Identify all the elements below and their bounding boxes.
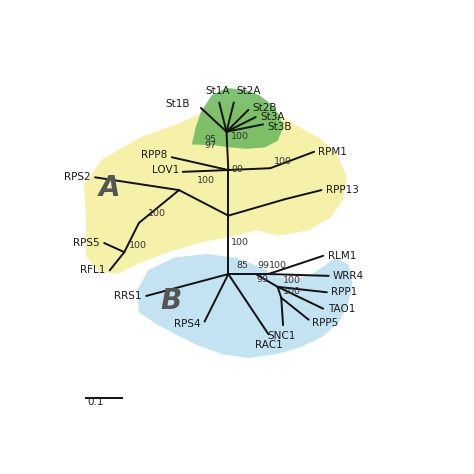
Text: TAO1: TAO1 xyxy=(328,304,355,314)
Text: RPS4: RPS4 xyxy=(173,319,200,329)
Text: St2B: St2B xyxy=(253,102,277,113)
Text: RFL1: RFL1 xyxy=(80,265,105,275)
Polygon shape xyxy=(137,254,352,358)
Text: St3A: St3A xyxy=(260,112,284,122)
Text: RLM1: RLM1 xyxy=(328,251,356,261)
Text: RRS1: RRS1 xyxy=(114,291,142,301)
Text: 95: 95 xyxy=(205,135,217,144)
Text: 100: 100 xyxy=(231,238,249,247)
Text: 100: 100 xyxy=(269,261,287,270)
Text: 99: 99 xyxy=(256,275,268,284)
Text: 100: 100 xyxy=(197,176,215,185)
Text: 100: 100 xyxy=(231,132,249,141)
Text: 99: 99 xyxy=(257,261,270,270)
Text: RAC1: RAC1 xyxy=(255,340,283,350)
Polygon shape xyxy=(192,88,283,149)
Text: RPM1: RPM1 xyxy=(319,147,347,157)
Text: 100: 100 xyxy=(148,209,166,218)
Text: WRR4: WRR4 xyxy=(333,271,364,281)
Text: RPP8: RPP8 xyxy=(141,150,167,160)
Text: St3B: St3B xyxy=(267,122,292,132)
Text: St2A: St2A xyxy=(237,86,261,96)
Text: RPS5: RPS5 xyxy=(73,238,100,248)
Text: SNC1: SNC1 xyxy=(267,331,295,341)
Text: 0.1: 0.1 xyxy=(88,397,104,408)
Text: LOV1: LOV1 xyxy=(152,165,179,175)
Text: 85: 85 xyxy=(237,261,249,270)
Text: RPP5: RPP5 xyxy=(311,318,338,328)
Text: RPS2: RPS2 xyxy=(64,173,91,182)
Text: St1B: St1B xyxy=(165,100,190,109)
Text: 100: 100 xyxy=(283,276,301,285)
Text: St1A: St1A xyxy=(205,86,229,96)
Text: 100: 100 xyxy=(129,241,147,250)
Text: 99: 99 xyxy=(231,165,243,174)
Polygon shape xyxy=(84,104,347,274)
Text: A: A xyxy=(99,173,120,201)
Text: RPP13: RPP13 xyxy=(326,185,359,195)
Text: 97: 97 xyxy=(205,141,217,150)
Text: 100: 100 xyxy=(283,287,301,296)
Text: RPP1: RPP1 xyxy=(331,287,357,297)
Text: B: B xyxy=(161,287,182,315)
Text: 100: 100 xyxy=(274,157,292,166)
